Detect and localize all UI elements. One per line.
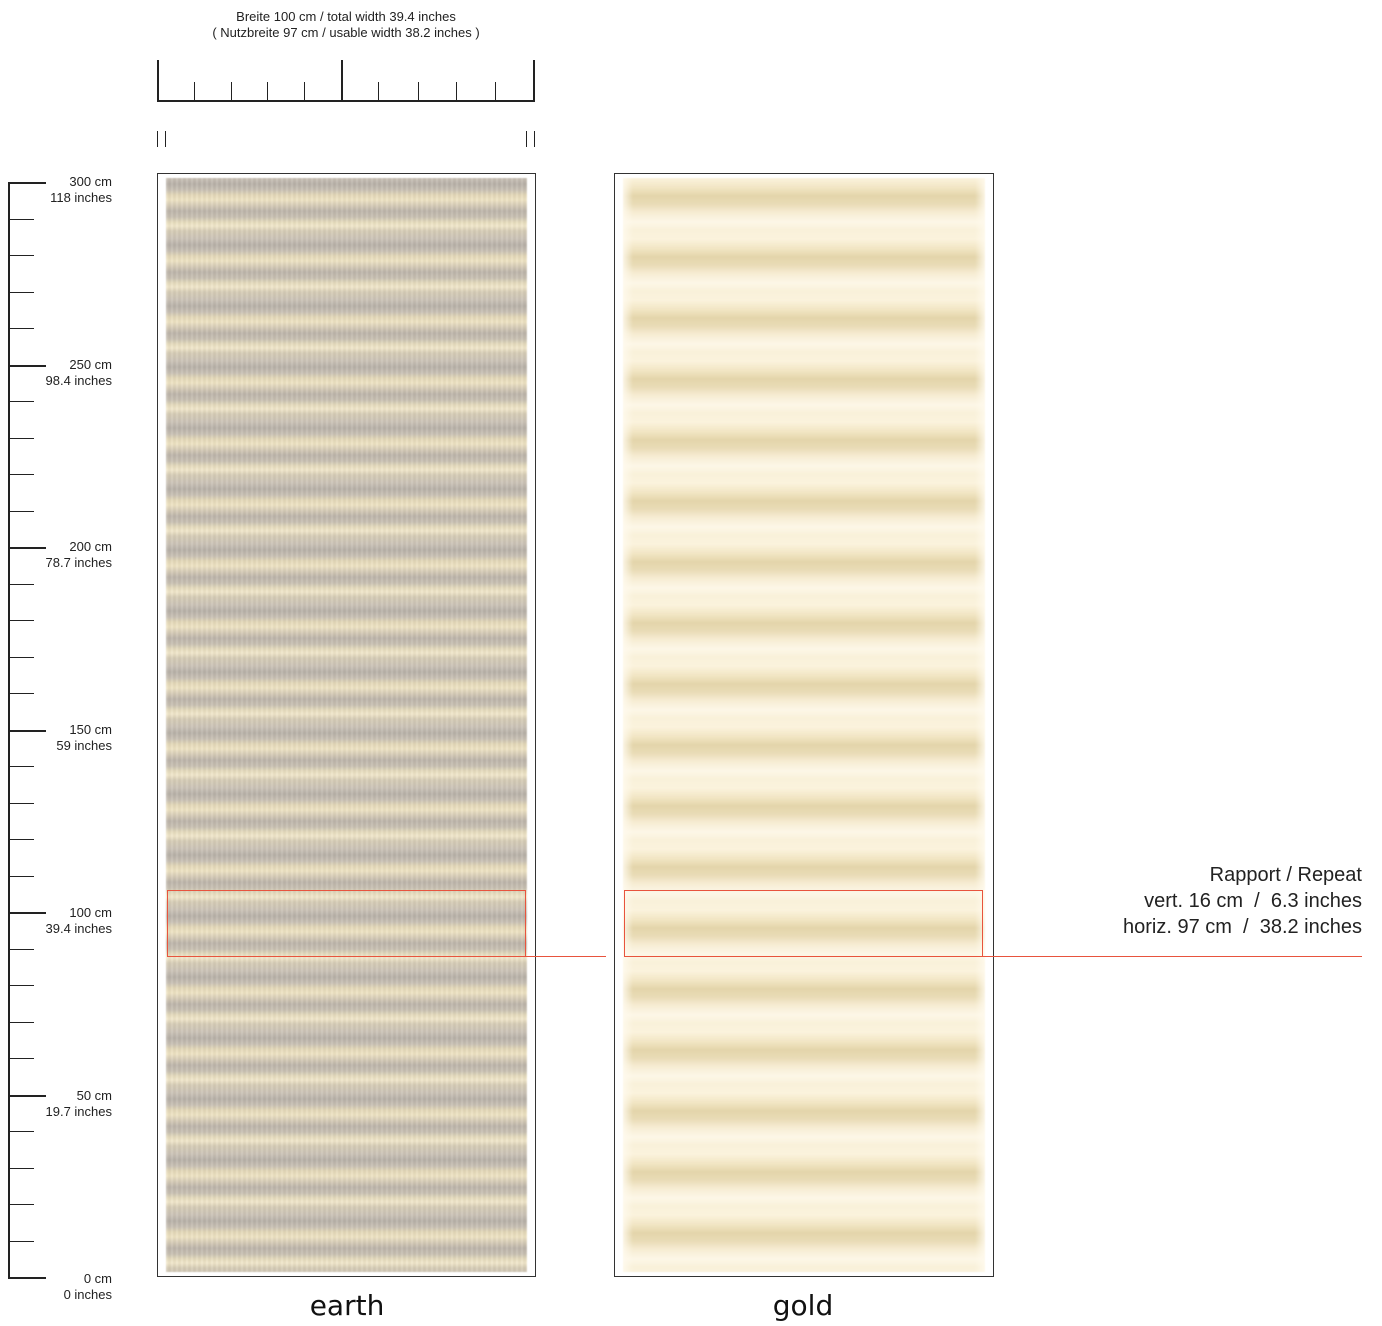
length-ruler-tick — [8, 693, 34, 694]
length-label-inches: 39.4 inches — [45, 921, 113, 936]
length-ruler-tick — [8, 292, 34, 293]
repeat-marker-gold — [624, 890, 983, 957]
length-ruler-tick-major — [8, 912, 46, 914]
length-label-cm: 50 cm — [76, 1088, 112, 1103]
length-ruler-tick — [8, 1204, 34, 1205]
length-label-0: 0 cm 0 inches — [0, 1271, 112, 1303]
length-label-100: 100 cm 39.4 inches — [0, 905, 113, 937]
width-ruler-tick — [456, 82, 457, 102]
width-caption-line-2: ( Nutzbreite 97 cm / usable width 38.2 i… — [212, 25, 480, 40]
width-ruler-tick-major — [157, 60, 159, 102]
length-ruler-tick-major — [8, 1277, 46, 1279]
length-label-250: 250 cm 98.4 inches — [0, 357, 113, 389]
length-label-cm: 250 cm — [69, 357, 112, 372]
length-ruler-tick — [8, 401, 34, 402]
width-ruler-baseline — [157, 100, 535, 102]
length-ruler-tick — [8, 620, 34, 621]
length-ruler-tick — [8, 584, 34, 585]
width-ruler-tick — [304, 82, 305, 102]
usable-width-marker-left — [165, 131, 166, 147]
length-ruler-tick — [8, 255, 34, 256]
repeat-horizontal: horiz. 97 cm / 38.2 inches — [1122, 916, 1362, 938]
length-ruler-tick-major — [8, 730, 46, 732]
width-caption: Breite 100 cm / total width 39.4 inches … — [157, 9, 535, 41]
length-label-cm: 300 cm — [69, 174, 112, 189]
usable-width-marker-right — [534, 131, 535, 147]
length-label-inches: 98.4 inches — [45, 373, 113, 388]
swatch-gold[interactable] — [614, 173, 994, 1277]
swatch-name-earth: earth — [309, 1289, 385, 1322]
length-ruler-tick — [8, 1168, 34, 1169]
length-ruler-tick — [8, 474, 34, 475]
length-label-inches: 19.7 inches — [45, 1104, 113, 1119]
length-label-inches: 78.7 inches — [45, 555, 113, 570]
length-ruler-tick — [8, 511, 34, 512]
width-ruler-tick — [267, 82, 268, 102]
length-ruler-tick — [8, 949, 34, 950]
length-label-inches: 0 inches — [63, 1287, 112, 1302]
length-label-150: 150 cm 59 inches — [0, 722, 112, 754]
length-ruler-tick — [8, 1058, 34, 1059]
length-label-inches: 59 inches — [56, 738, 112, 753]
usable-width-marker-left — [157, 131, 158, 147]
swatch-name-gold: gold — [772, 1289, 834, 1322]
length-ruler-tick — [8, 803, 34, 804]
width-ruler-tick-major — [533, 60, 535, 102]
width-ruler — [157, 60, 535, 102]
length-ruler-tick — [8, 657, 34, 658]
length-ruler-tick — [8, 766, 34, 767]
length-label-300: 300 cm 118 inches — [0, 174, 112, 206]
width-ruler-tick — [495, 82, 496, 102]
length-ruler-tick-major — [8, 182, 46, 184]
length-label-50: 50 cm 19.7 inches — [0, 1088, 113, 1120]
length-ruler-tick — [8, 876, 34, 877]
length-label-cm: 100 cm — [69, 905, 112, 920]
length-label-cm: 150 cm — [69, 722, 112, 737]
length-ruler-tick — [8, 1241, 34, 1242]
length-ruler-tick — [8, 219, 34, 220]
swatch-earth[interactable] — [157, 173, 536, 1277]
length-ruler-tick-major — [8, 365, 46, 367]
length-ruler-tick-major — [8, 1095, 46, 1097]
width-ruler-tick — [194, 82, 195, 102]
length-ruler-tick — [8, 839, 34, 840]
length-ruler-tick — [8, 1131, 34, 1132]
fabric-pattern-gold — [623, 178, 985, 1272]
length-ruler: 300 cm 118 inches 250 cm 98.4 inches 200… — [0, 0, 150, 1326]
length-ruler-tick — [8, 438, 34, 439]
width-ruler-tick — [378, 82, 379, 102]
length-label-200: 200 cm 78.7 inches — [0, 539, 113, 571]
length-label-inches: 118 inches — [50, 190, 112, 205]
fabric-pattern-earth — [166, 178, 527, 1272]
repeat-caption: Rapport / Repeat vert. 16 cm / 6.3 inche… — [1042, 862, 1362, 940]
repeat-marker-earth — [167, 890, 526, 957]
width-caption-line-1: Breite 100 cm / total width 39.4 inches — [236, 9, 456, 24]
length-ruler-tick — [8, 985, 34, 986]
repeat-title: Rapport / Repeat — [1209, 864, 1362, 886]
length-ruler-tick — [8, 1022, 34, 1023]
length-ruler-tick-major — [8, 547, 46, 549]
width-ruler-tick — [418, 82, 419, 102]
repeat-line-earth — [167, 956, 606, 957]
length-label-cm: 200 cm — [69, 539, 112, 554]
width-ruler-tick — [231, 82, 232, 102]
length-label-cm: 0 cm — [83, 1271, 112, 1286]
usable-width-marker-right — [526, 131, 527, 147]
repeat-vertical: vert. 16 cm / 6.3 inches — [1144, 890, 1362, 912]
repeat-line-gold — [624, 956, 1362, 957]
width-ruler-tick-major — [341, 60, 343, 102]
length-ruler-tick — [8, 328, 34, 329]
